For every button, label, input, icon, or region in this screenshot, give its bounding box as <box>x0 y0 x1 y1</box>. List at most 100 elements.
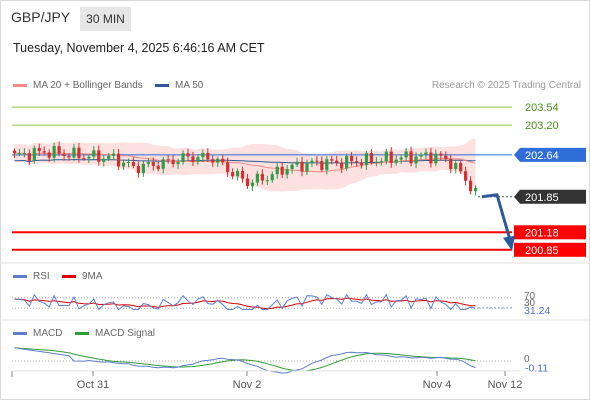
candle-body <box>285 169 289 175</box>
legend-macd-signal-label: MACD Signal <box>95 328 156 339</box>
candle-body <box>305 163 309 172</box>
x-tick-label: Nov 12 <box>488 379 523 391</box>
legend-ma20-swatch <box>13 83 27 87</box>
candle-body <box>131 162 136 166</box>
candle-body <box>399 157 403 160</box>
candle-body <box>107 155 111 159</box>
candle-body <box>221 158 225 163</box>
candle-body <box>270 174 274 181</box>
candle-body <box>156 165 160 169</box>
candle-body <box>136 165 141 173</box>
candle-body <box>345 155 349 169</box>
candle-body <box>121 162 126 167</box>
candle-body <box>226 162 230 173</box>
legend-macd-swatch <box>13 331 27 335</box>
forecast-arrow-head <box>503 235 515 251</box>
legend-ma50-swatch <box>155 83 169 87</box>
candle-body <box>102 158 106 162</box>
candle-body <box>67 155 71 158</box>
candle-body <box>112 153 116 156</box>
legend-rsi: RSI <box>13 271 50 282</box>
candle-body <box>364 153 369 166</box>
candle-body <box>141 163 145 173</box>
candle-body <box>439 153 443 156</box>
candle-body <box>444 155 448 159</box>
candle-body <box>280 166 284 175</box>
legend-rsi-swatch <box>13 274 27 278</box>
level-resistance-2-label: 203.54 <box>525 102 559 114</box>
level-support-1-label: 201.18 <box>525 227 559 239</box>
candle-body <box>295 161 299 165</box>
legend-ma50-label: MA 50 <box>175 80 204 91</box>
legend-macd-label: MACD <box>33 328 63 339</box>
candle-body <box>161 159 165 169</box>
candle-body <box>300 161 304 172</box>
candle-body <box>424 152 428 155</box>
level-pivot-tag <box>514 189 586 204</box>
legend-macd-signal: MACD Signal <box>75 328 155 339</box>
rsi-tick-30: 30 <box>524 298 536 309</box>
candle-body <box>449 158 453 170</box>
candle-body <box>468 180 473 192</box>
candle-body <box>250 182 255 187</box>
candle-body <box>146 162 150 164</box>
candle-body <box>245 178 250 187</box>
candle-body <box>231 172 235 177</box>
candle-body <box>379 161 383 163</box>
candle-body <box>235 171 240 177</box>
candle-body <box>12 150 17 154</box>
candle-body <box>47 152 51 158</box>
macd-signal-line <box>14 347 476 372</box>
candle-body <box>325 159 329 170</box>
candle-body <box>335 160 339 163</box>
candle-body <box>116 153 121 167</box>
candle-body <box>52 146 56 158</box>
candle-body <box>414 156 418 164</box>
candle-body <box>166 159 170 161</box>
candle-body <box>384 151 388 162</box>
candle-body <box>77 147 81 159</box>
level-support-2-tag <box>514 242 586 257</box>
legend-macd: MACD <box>13 328 62 339</box>
candle-body <box>374 161 378 163</box>
forecast-arrow-line <box>481 193 512 241</box>
candle-body <box>464 171 468 181</box>
datetime-label: Tuesday, November 4, 2025 6:46:16 AM CET <box>13 41 265 55</box>
candle-body <box>92 150 96 157</box>
candle-body <box>42 151 46 153</box>
candle-body <box>409 151 413 164</box>
candle-body <box>389 151 393 163</box>
x-tick-label: Nov 2 <box>233 379 262 391</box>
macd-line <box>14 347 476 374</box>
timeframe-button[interactable]: 30 MIN <box>80 7 131 31</box>
candle-body <box>37 148 41 152</box>
bollinger-band <box>14 138 476 192</box>
candle-body <box>473 188 478 192</box>
candle-body <box>320 161 324 170</box>
legend-rsi-label: RSI <box>33 271 50 282</box>
candle-body <box>255 173 259 183</box>
candle-body <box>310 160 314 164</box>
candle-body <box>72 147 76 158</box>
candle-body <box>176 162 180 165</box>
candle-body <box>340 162 344 169</box>
candle-body <box>429 152 433 164</box>
candle-body <box>32 148 36 161</box>
candle-body <box>211 159 215 163</box>
candle-body <box>404 151 408 158</box>
level-support-2-label: 200.85 <box>525 245 559 257</box>
candle-body <box>394 159 398 163</box>
candle-body <box>57 146 61 154</box>
candle-body <box>186 153 190 157</box>
level-support-1-tag <box>514 225 586 240</box>
legend-9ma: 9MA <box>62 271 103 282</box>
candle-body <box>275 166 279 175</box>
candle-body <box>62 153 66 156</box>
candle-body <box>315 160 319 162</box>
candle-body <box>454 163 458 170</box>
rsi-line <box>14 293 476 311</box>
candle-body <box>151 162 155 166</box>
candle-body <box>260 173 264 181</box>
x-tick-label: Oct 31 <box>77 379 109 391</box>
level-pivot-label: 201.85 <box>525 192 559 204</box>
